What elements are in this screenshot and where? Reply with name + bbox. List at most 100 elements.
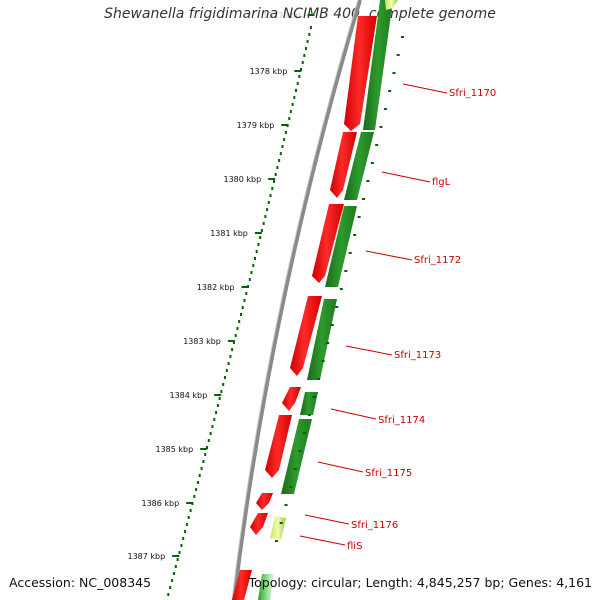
gene-arrow-reverse[interactable]: [307, 299, 337, 380]
gene-arrow-reverse[interactable]: [363, 0, 393, 130]
leader-line: [381, 171, 431, 183]
ruler-dot: [273, 180, 275, 183]
gene-label[interactable]: Sfri_1174: [378, 415, 425, 426]
gene-arrow-forward[interactable]: [250, 513, 268, 535]
ruler-dot: [303, 54, 306, 57]
outer-ruler-dash: [353, 234, 357, 236]
ruler-dot: [204, 453, 207, 456]
ruler-dot: [174, 565, 177, 568]
ruler-dot: [195, 488, 198, 491]
ruler-dot: [180, 544, 183, 547]
ruler-dot: [200, 467, 203, 470]
gene-label[interactable]: Sfri_1175: [365, 468, 412, 479]
kbp-label: 1387 kbp: [127, 552, 165, 561]
gene-label[interactable]: Sfri_1176: [351, 520, 398, 531]
ruler-dot: [276, 166, 279, 169]
gene-label[interactable]: Sfri_1170: [449, 88, 496, 99]
leader-line: [345, 345, 393, 356]
outer-ruler-dash: [366, 180, 370, 182]
ruler-tick: [241, 286, 249, 288]
ruler-dot: [238, 320, 241, 323]
ruler-dot: [229, 355, 232, 358]
ruler-dot: [182, 537, 185, 540]
ruler-dot: [274, 173, 277, 176]
gene-arrow-reverse[interactable]: [270, 516, 286, 540]
ruler-dot: [211, 425, 214, 428]
ruler-dot: [227, 362, 230, 365]
outer-ruler-dash: [293, 468, 297, 470]
gene-arrow-forward[interactable]: [344, 16, 377, 131]
ruler-dot: [262, 222, 265, 225]
ruler-dot: [305, 47, 307, 50]
ruler-dot: [271, 187, 274, 190]
outer-ruler-dash: [392, 72, 396, 74]
ruler-dot: [206, 446, 208, 449]
gene-arrow-forward[interactable]: [256, 493, 273, 510]
gene-labels: Sfri_1170 flgL Sfri_1172 Sfri_1173 Sfri_…: [347, 88, 496, 552]
outer-ruler-dash: [362, 198, 365, 200]
ruler-dot: [266, 208, 269, 211]
ruler-dot: [172, 572, 175, 575]
gene-arrow-forward[interactable]: [282, 387, 301, 411]
ruler-dot: [260, 229, 263, 232]
ruler-tick: [294, 70, 302, 72]
gene-label[interactable]: fliS: [347, 541, 362, 552]
gene-label[interactable]: Sfri_1172: [414, 255, 461, 266]
gene-arrow-reverse[interactable]: [344, 132, 374, 200]
ruler-tick: [200, 448, 208, 450]
outer-ruler-dash: [279, 522, 283, 524]
outer-ruler-dash: [375, 144, 379, 146]
ruler-tick: [281, 124, 289, 126]
ruler-dot: [232, 341, 235, 344]
ruler-dot: [254, 257, 256, 260]
ruler-dot: [178, 551, 181, 554]
ruler-dot: [169, 586, 172, 589]
ruler-ticks: [172, 14, 315, 557]
map-title: Shewanella frigidimarina NCIMB 400, comp…: [104, 6, 496, 22]
gene-arrow-forward[interactable]: [312, 204, 344, 283]
ruler-dot: [259, 236, 262, 239]
ruler-dot: [257, 243, 260, 246]
gene-arrow-reverse[interactable]: [300, 392, 318, 415]
ruler-dot: [269, 194, 272, 197]
reverse-strand-genes: [258, 0, 398, 600]
ruler-dot: [231, 348, 234, 351]
ruler-dot: [224, 376, 226, 379]
ruler-dot: [255, 250, 258, 253]
ruler-dot: [198, 474, 201, 477]
outer-ruler-dash: [298, 450, 302, 452]
ruler-dot: [202, 460, 205, 463]
ruler-dot: [278, 159, 281, 162]
gene-arrow-reverse[interactable]: [385, 0, 398, 10]
ruler-tick: [268, 178, 276, 180]
gene-label-leaders: [299, 83, 448, 546]
gene-label[interactable]: Sfri_1173: [394, 350, 441, 361]
genome-backbone: [232, 0, 362, 600]
ruler-tick: [172, 555, 180, 557]
gene-arrow-reverse[interactable]: [281, 419, 312, 494]
outer-ruler-dash: [396, 54, 400, 56]
outer-ruler-dash: [370, 162, 374, 164]
gene-arrow-forward[interactable]: [290, 296, 322, 376]
leader-line: [330, 408, 377, 420]
ruler-dot: [241, 306, 244, 309]
ruler-tick: [186, 502, 194, 504]
outer-ruler-dash: [326, 342, 330, 344]
ruler-tick: [214, 394, 222, 396]
ruler-dot: [284, 131, 287, 134]
ruler-labels: 1377 kbp 1378 kbp 1379 kbp 1380 kbp 1381 kbp…: [127, 11, 300, 561]
ruler-dot: [281, 145, 284, 148]
ruler-dot: [283, 138, 286, 141]
ruler-dot: [289, 110, 292, 113]
gene-arrow-forward[interactable]: [330, 132, 357, 198]
genome-summary-text: Topology: circular; Length: 4,845,257 bp…: [248, 575, 592, 590]
gene-label[interactable]: flgL: [432, 177, 451, 188]
ruler-dot: [196, 481, 199, 484]
gene-arrow-reverse[interactable]: [258, 574, 274, 600]
ruler-tick: [254, 232, 262, 234]
gene-arrow-reverse[interactable]: [325, 206, 357, 287]
outer-ruler-dashes: [275, 36, 404, 542]
gene-arrow-forward[interactable]: [232, 570, 252, 600]
ruler-dot: [306, 40, 309, 43]
gene-arrow-forward[interactable]: [265, 415, 292, 478]
